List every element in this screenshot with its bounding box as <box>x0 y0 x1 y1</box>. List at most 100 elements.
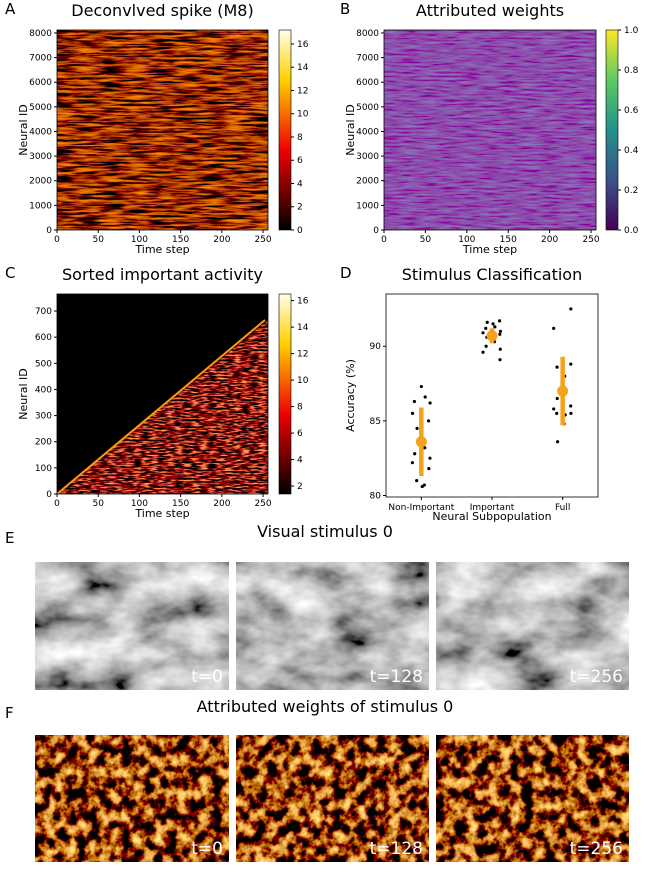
data-point <box>552 407 556 411</box>
colorbar-tick-label: 6 <box>297 429 303 439</box>
x-tick-label: 50 <box>92 499 104 509</box>
x-tick-label: Non-Important <box>388 503 454 513</box>
data-point <box>491 322 495 326</box>
data-point <box>493 325 497 329</box>
panel-letter: E <box>5 529 14 547</box>
colorbar-tick-label: 4 <box>297 456 303 466</box>
data-point <box>569 362 573 366</box>
image-label: t=256 <box>570 667 623 687</box>
data-point <box>415 426 419 430</box>
x-tick-label: 0 <box>54 499 60 509</box>
heatmap-image <box>57 30 268 230</box>
y-axis-label: Accuracy (%) <box>344 359 357 432</box>
x-axis-label: Time step <box>134 243 189 256</box>
colorbar-tick-label: 6 <box>297 156 303 166</box>
mean-point <box>486 330 498 342</box>
x-tick-label: 50 <box>92 235 104 245</box>
x-tick-label: 200 <box>541 235 558 245</box>
data-point <box>426 419 431 423</box>
x-tick-label: 250 <box>254 499 271 509</box>
image-panel <box>35 562 229 690</box>
y-tick-label: 4000 <box>29 127 52 137</box>
image-panel <box>236 735 429 862</box>
image-panel <box>436 735 629 862</box>
chart-title: Attributed weights <box>416 1 564 20</box>
x-tick-label: 100 <box>131 235 148 245</box>
data-point <box>569 411 573 416</box>
data-point <box>484 344 488 348</box>
panel-letter: C <box>5 264 15 282</box>
colorbar-tick-label: 10 <box>297 376 309 386</box>
colorbar-tick-label: 0.8 <box>624 66 639 76</box>
data-point <box>555 365 559 369</box>
y-tick-label: 1000 <box>356 201 379 211</box>
colorbar-tick-label: 16 <box>297 297 309 307</box>
y-axis-label: Neural ID <box>17 104 30 156</box>
data-point <box>569 404 573 408</box>
y-tick-label: 600 <box>35 333 52 343</box>
y-tick-label: 300 <box>35 412 52 422</box>
y-tick-label: 0 <box>46 490 52 500</box>
y-tick-label: 90 <box>370 342 382 352</box>
x-tick-label: 0 <box>381 235 387 245</box>
image-panel <box>35 735 229 862</box>
colorbar <box>605 29 619 231</box>
panel-letter: D <box>340 264 352 282</box>
x-tick-label: 100 <box>131 499 148 509</box>
x-tick-label: 50 <box>420 235 432 245</box>
y-tick-label: 400 <box>35 385 52 395</box>
heatmap-diagonal <box>56 319 266 495</box>
colorbar <box>278 29 292 231</box>
data-point <box>555 411 559 416</box>
colorbar-tick-label: 0.2 <box>624 186 638 196</box>
data-point <box>555 440 560 444</box>
x-tick-label: 150 <box>172 235 189 245</box>
y-tick-label: 7000 <box>29 54 52 64</box>
colorbar-tick-label: 8 <box>297 403 303 413</box>
plot-frame <box>383 29 597 231</box>
y-tick-label: 3000 <box>356 152 379 162</box>
image-label: t=128 <box>370 667 423 687</box>
data-point <box>410 461 415 465</box>
x-tick-label: Full <box>555 503 570 513</box>
y-tick-label: 5000 <box>29 103 52 113</box>
colorbar-tick-label: 2 <box>297 482 303 492</box>
data-point <box>423 395 427 399</box>
plot-frame <box>56 29 269 231</box>
y-tick-label: 700 <box>35 307 52 317</box>
data-point <box>485 320 489 324</box>
data-point <box>422 483 426 487</box>
data-point <box>552 326 556 330</box>
x-tick-label: 100 <box>458 235 475 245</box>
y-tick-label: 100 <box>35 464 52 474</box>
colorbar-tick-label: 12 <box>297 86 308 96</box>
data-point <box>423 446 427 450</box>
image-label: t=256 <box>570 839 623 859</box>
data-point <box>498 347 502 351</box>
image-label: t=0 <box>191 667 223 687</box>
image-label: t=128 <box>370 839 423 859</box>
y-tick-label: 85 <box>370 417 381 427</box>
x-tick-label: 250 <box>582 235 599 245</box>
x-tick-label: 150 <box>500 235 517 245</box>
colorbar-tick-label: 0.6 <box>624 106 639 116</box>
image-label: t=0 <box>191 839 223 859</box>
y-tick-label: 0 <box>373 226 379 236</box>
y-axis-label: Neural ID <box>344 104 357 156</box>
mean-point <box>415 436 427 448</box>
y-tick-label: 500 <box>35 359 52 369</box>
y-tick-label: 0 <box>46 226 52 236</box>
section-title: Attributed weights of stimulus 0 <box>197 697 454 716</box>
x-axis-label: Time step <box>462 243 517 256</box>
colorbar-tick-label: 14 <box>297 323 309 333</box>
x-tick-label: 200 <box>213 499 230 509</box>
colorbar-tick-label: 1.0 <box>624 26 639 36</box>
data-point <box>498 329 503 333</box>
x-tick-label: 0 <box>54 235 60 245</box>
data-point <box>428 401 432 405</box>
chart-title: Stimulus Classification <box>402 265 582 284</box>
colorbar-tick-label: 10 <box>297 110 309 120</box>
y-tick-label: 2000 <box>29 177 52 187</box>
data-point <box>497 319 502 323</box>
colorbar-tick-label: 4 <box>297 179 303 189</box>
